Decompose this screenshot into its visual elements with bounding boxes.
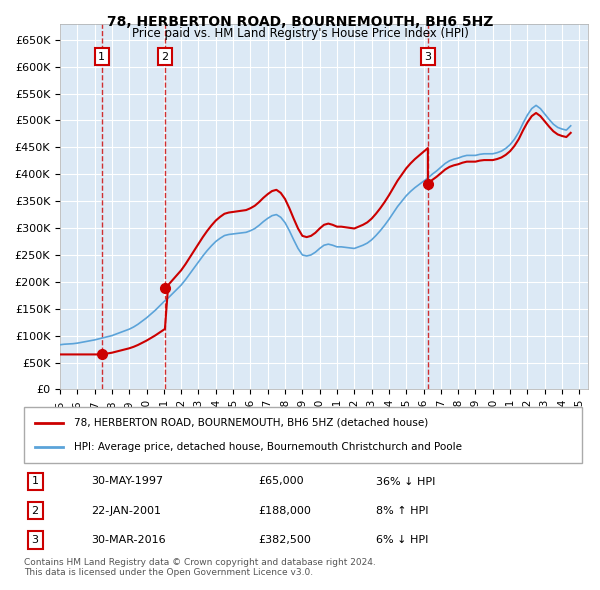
Text: 8% ↑ HPI: 8% ↑ HPI: [376, 506, 428, 516]
Text: Price paid vs. HM Land Registry's House Price Index (HPI): Price paid vs. HM Land Registry's House …: [131, 27, 469, 40]
FancyBboxPatch shape: [24, 407, 582, 463]
Text: £65,000: £65,000: [259, 477, 304, 487]
Text: 1: 1: [32, 477, 38, 487]
Text: HPI: Average price, detached house, Bournemouth Christchurch and Poole: HPI: Average price, detached house, Bour…: [74, 442, 462, 453]
Text: 30-MAR-2016: 30-MAR-2016: [91, 535, 166, 545]
Text: Contains HM Land Registry data © Crown copyright and database right 2024.
This d: Contains HM Land Registry data © Crown c…: [24, 558, 376, 577]
Text: 1: 1: [98, 51, 105, 61]
Text: 3: 3: [424, 51, 431, 61]
Text: 22-JAN-2001: 22-JAN-2001: [91, 506, 161, 516]
Text: £382,500: £382,500: [259, 535, 311, 545]
Text: 78, HERBERTON ROAD, BOURNEMOUTH, BH6 5HZ: 78, HERBERTON ROAD, BOURNEMOUTH, BH6 5HZ: [107, 15, 493, 29]
Text: 30-MAY-1997: 30-MAY-1997: [91, 477, 163, 487]
Text: 2: 2: [161, 51, 169, 61]
Text: 3: 3: [32, 535, 38, 545]
Text: 78, HERBERTON ROAD, BOURNEMOUTH, BH6 5HZ (detached house): 78, HERBERTON ROAD, BOURNEMOUTH, BH6 5HZ…: [74, 418, 428, 428]
Text: £188,000: £188,000: [259, 506, 311, 516]
Text: 6% ↓ HPI: 6% ↓ HPI: [376, 535, 428, 545]
Text: 2: 2: [32, 506, 39, 516]
Text: 36% ↓ HPI: 36% ↓ HPI: [376, 477, 435, 487]
